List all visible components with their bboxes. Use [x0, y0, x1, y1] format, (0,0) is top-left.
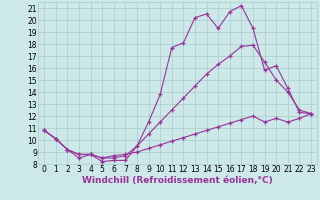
X-axis label: Windchill (Refroidissement éolien,°C): Windchill (Refroidissement éolien,°C) — [82, 176, 273, 185]
